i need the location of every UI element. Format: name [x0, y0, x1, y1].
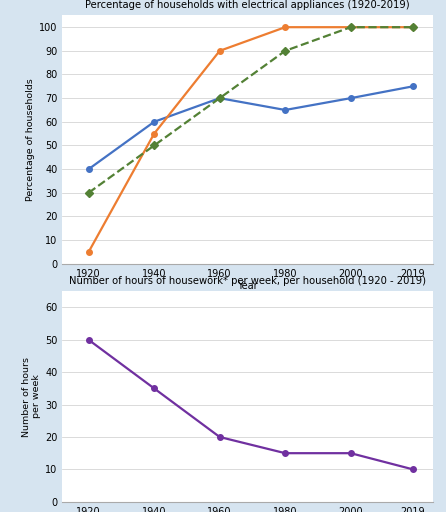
Line: Washing machine: Washing machine	[86, 83, 416, 172]
Hours per week	[217, 434, 223, 440]
Line: Hours per week: Hours per week	[86, 337, 416, 472]
Title: Percentage of households with electrical appliances (1920-2019): Percentage of households with electrical…	[85, 1, 410, 10]
Line: Refrigerator: Refrigerator	[86, 25, 416, 254]
Washing machine	[282, 107, 288, 113]
Hours per week	[348, 450, 353, 456]
Refrigerator	[348, 24, 353, 30]
X-axis label: Year: Year	[237, 282, 258, 291]
Washing machine	[410, 83, 416, 90]
Vacuum cleaner	[86, 190, 91, 196]
Vacuum cleaner	[348, 24, 353, 30]
Refrigerator	[86, 249, 91, 255]
Hours per week	[86, 337, 91, 343]
Y-axis label: Percentage of households: Percentage of households	[26, 78, 35, 201]
Vacuum cleaner	[282, 48, 288, 54]
Refrigerator	[410, 24, 416, 30]
Hours per week	[410, 466, 416, 473]
Line: Vacuum cleaner: Vacuum cleaner	[86, 25, 416, 196]
Washing machine	[86, 166, 91, 172]
Vacuum cleaner	[410, 24, 416, 30]
Title: Number of hours of housework* per week, per household (1920 - 2019): Number of hours of housework* per week, …	[69, 276, 426, 286]
Legend: Washing machine, Refrigerator, Vacuum cleaner: Washing machine, Refrigerator, Vacuum cl…	[95, 323, 400, 341]
Hours per week	[282, 450, 288, 456]
Hours per week	[152, 386, 157, 392]
Refrigerator	[217, 48, 223, 54]
Washing machine	[217, 95, 223, 101]
Vacuum cleaner	[217, 95, 223, 101]
Vacuum cleaner	[152, 142, 157, 148]
Refrigerator	[282, 24, 288, 30]
Refrigerator	[152, 131, 157, 137]
Washing machine	[152, 119, 157, 125]
Washing machine	[348, 95, 353, 101]
Y-axis label: Number of hours
per week: Number of hours per week	[22, 356, 41, 437]
